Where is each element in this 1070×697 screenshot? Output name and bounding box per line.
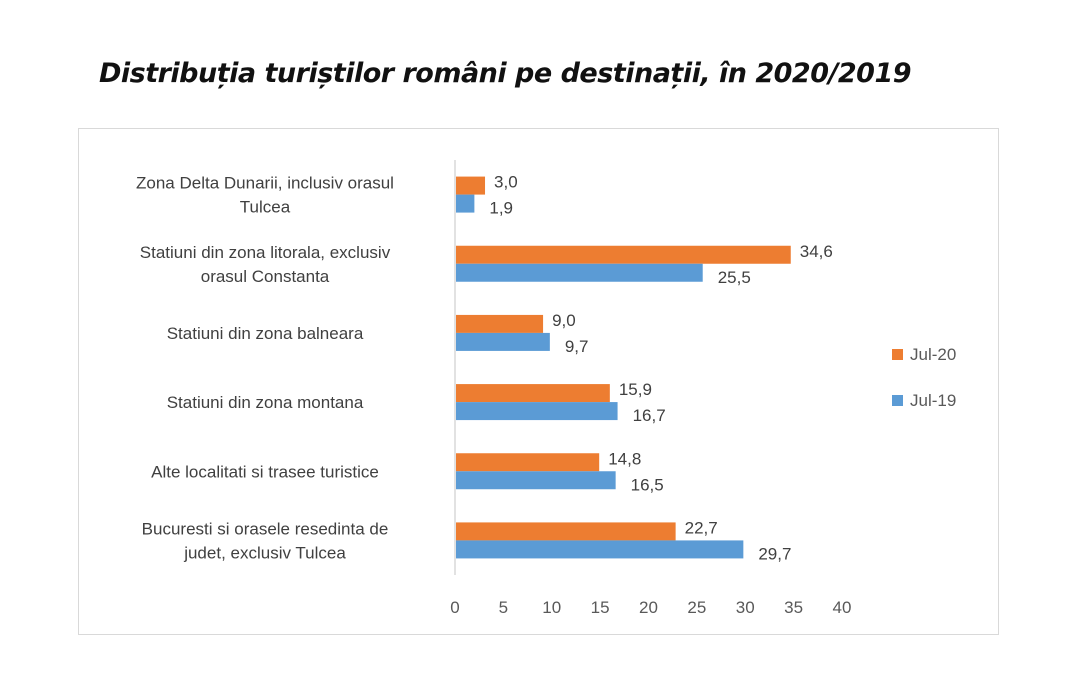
x-tick-label: 30 [736, 598, 755, 617]
legend-label: Jul-20 [910, 345, 956, 364]
legend-swatch-jul-19 [892, 395, 903, 406]
x-tick-label: 20 [639, 598, 658, 617]
legend-label: Jul-19 [910, 391, 956, 410]
chart-title: Distribuția turiștilor români pe destina… [98, 58, 912, 89]
category-label: Statiuni din zona balneara [167, 324, 364, 343]
category-label: Statiuni din zona montana [167, 393, 364, 412]
bar-jul-19 [456, 402, 618, 421]
x-tick-label: 15 [591, 598, 610, 617]
category-label: Zona Delta Dunarii, inclusiv orasul [136, 174, 394, 193]
chart-frame [78, 128, 999, 635]
bar-jul-20 [456, 245, 791, 264]
x-tick-label: 35 [784, 598, 803, 617]
bar-jul-20 [456, 522, 676, 541]
data-label: 9,7 [565, 337, 589, 356]
legend-swatch-jul-20 [892, 349, 903, 360]
data-label: 16,5 [631, 475, 664, 494]
data-label: 29,7 [758, 544, 791, 563]
data-label: 16,7 [633, 406, 666, 425]
bar-jul-19 [456, 332, 550, 351]
bar-jul-20 [456, 384, 610, 403]
data-label: 3,0 [494, 173, 518, 192]
data-label: 34,6 [800, 242, 833, 261]
x-tick-label: 5 [499, 598, 508, 617]
category-label: Tulcea [240, 198, 291, 217]
data-label: 15,9 [619, 380, 652, 399]
category-label: Bucuresti si orasele resedinta de [142, 519, 389, 538]
data-label: 22,7 [685, 518, 718, 537]
data-label: 1,9 [489, 199, 513, 218]
bar-jul-20 [456, 314, 544, 333]
category-label: orasul Constanta [201, 267, 330, 286]
category-label: judet, exclusiv Tulcea [183, 543, 346, 562]
x-tick-label: 25 [687, 598, 706, 617]
data-label: 14,8 [608, 449, 641, 468]
bar-jul-20 [456, 176, 486, 195]
bar-jul-19 [456, 263, 703, 282]
x-tick-label: 40 [833, 598, 852, 617]
data-label: 25,5 [718, 268, 751, 287]
bar-jul-19 [456, 194, 475, 213]
category-label: Statiuni din zona litorala, exclusiv [140, 243, 391, 262]
x-tick-label: 10 [542, 598, 561, 617]
x-tick-label: 0 [450, 598, 459, 617]
data-label: 9,0 [552, 311, 576, 330]
bar-jul-19 [456, 540, 744, 559]
bar-jul-20 [456, 453, 600, 472]
bar-jul-19 [456, 471, 616, 490]
category-label: Alte localitati si trasee turistice [151, 462, 379, 481]
